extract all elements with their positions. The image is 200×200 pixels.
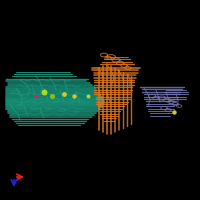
Point — [172, 110, 176, 114]
Point — [50, 94, 54, 98]
Point — [62, 92, 66, 96]
Point — [86, 94, 90, 98]
Point — [42, 90, 46, 94]
Point — [72, 94, 76, 98]
Point — [34, 94, 38, 98]
